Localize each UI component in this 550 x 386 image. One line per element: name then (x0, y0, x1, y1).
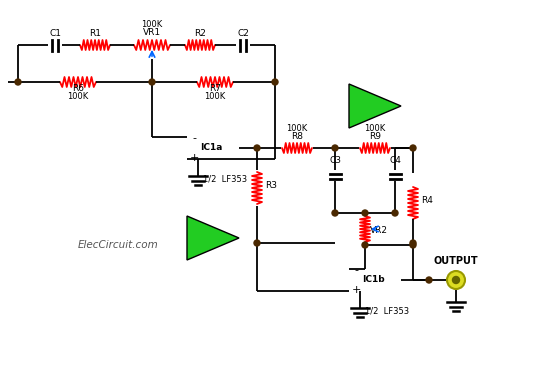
Circle shape (254, 145, 260, 151)
Text: R4: R4 (421, 196, 433, 205)
Text: R8: R8 (291, 132, 303, 141)
Text: 100K: 100K (141, 20, 163, 29)
Polygon shape (349, 84, 401, 128)
Circle shape (15, 79, 21, 85)
Circle shape (410, 242, 416, 248)
Text: VR2: VR2 (370, 226, 388, 235)
Circle shape (149, 79, 155, 85)
Circle shape (272, 79, 278, 85)
Text: 1/2  LF353: 1/2 LF353 (365, 307, 409, 316)
Circle shape (362, 210, 368, 216)
Circle shape (332, 210, 338, 216)
Text: R1: R1 (89, 29, 101, 38)
Circle shape (392, 210, 398, 216)
Text: IC1a: IC1a (200, 144, 222, 152)
Circle shape (410, 240, 416, 246)
Text: C4: C4 (389, 156, 401, 165)
Text: ElecCircuit.com: ElecCircuit.com (78, 240, 158, 250)
Text: +: + (189, 153, 199, 163)
Circle shape (254, 240, 260, 246)
Circle shape (426, 277, 432, 283)
Text: 100K: 100K (364, 124, 386, 133)
Text: R6: R6 (72, 84, 84, 93)
Circle shape (447, 271, 465, 289)
Text: IC1b: IC1b (362, 276, 384, 284)
Text: C2: C2 (237, 29, 249, 38)
Text: C3: C3 (329, 156, 341, 165)
Text: 100K: 100K (67, 92, 89, 101)
Text: 100K: 100K (287, 124, 307, 133)
Text: OUTPUT: OUTPUT (434, 256, 478, 266)
Text: 100K: 100K (205, 92, 225, 101)
Text: -: - (192, 133, 196, 143)
Text: R7: R7 (209, 84, 221, 93)
Text: C1: C1 (49, 29, 61, 38)
Polygon shape (187, 216, 239, 260)
Text: R3: R3 (265, 181, 277, 190)
Text: VR1: VR1 (143, 28, 161, 37)
Text: R9: R9 (369, 132, 381, 141)
Circle shape (332, 145, 338, 151)
Circle shape (453, 276, 459, 283)
Text: -: - (354, 265, 358, 275)
Text: +: + (351, 285, 361, 295)
Text: R2: R2 (194, 29, 206, 38)
Text: 1/2  LF353: 1/2 LF353 (203, 175, 247, 184)
Circle shape (410, 145, 416, 151)
Circle shape (362, 242, 368, 248)
